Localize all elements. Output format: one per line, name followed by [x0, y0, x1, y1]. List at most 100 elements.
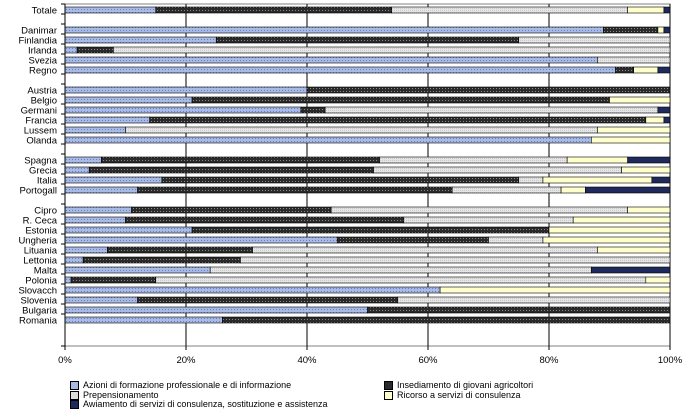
bar-segment [191, 96, 610, 104]
category-label: Bulgaria [22, 306, 58, 317]
x-tick-label: 0% [58, 355, 72, 366]
bar-segment [64, 316, 223, 324]
category-label: Belgio [31, 96, 57, 107]
x-axis-ticks: 0% 20% 40% 60% 80% 100% [58, 346, 683, 366]
bar-segment [627, 6, 665, 14]
bar-segment [137, 186, 453, 194]
bar-segment [542, 236, 671, 244]
bar-segment [64, 106, 302, 114]
legend-label-formazione: Azioni di formazione professionale e di … [83, 380, 292, 390]
bar-segment [663, 6, 671, 14]
stacked-bar-chart: Totale DanimarFinlandiaIrlandaSveziaRegno… [18, 3, 683, 366]
bar-segment [88, 166, 374, 174]
category-label: Italia [37, 176, 58, 187]
bar-segment [64, 66, 616, 74]
legend: Azioni di formazione professionale e di … [70, 378, 670, 414]
bar-segment [397, 296, 671, 304]
bar-segment [633, 66, 659, 74]
bar-segment [330, 206, 628, 214]
bar-segment [379, 156, 568, 164]
bar-segment [542, 176, 653, 184]
bar-segment [391, 6, 628, 14]
bar-segment [64, 216, 126, 224]
bar-segment [609, 96, 671, 104]
legend-label-giovani: Insediamento di giovani agricoltori [397, 380, 534, 390]
bar-segment [597, 246, 671, 254]
legend-swatch-giovani [384, 380, 393, 390]
bars-group [64, 6, 671, 324]
category-label: Finlandia [18, 36, 57, 47]
bar-segment [518, 36, 671, 44]
bar-segment [222, 316, 671, 324]
category-label: Spagna [24, 156, 57, 167]
bar-segment [621, 166, 671, 174]
bar-segment [591, 136, 671, 144]
bar-segment [645, 276, 671, 284]
bar-segment [149, 116, 647, 124]
bar-segment [64, 56, 598, 64]
bar-segment [252, 246, 598, 254]
bar-segment [663, 26, 671, 34]
bar-segment [64, 266, 211, 274]
bar-segment [367, 306, 671, 314]
bar-segment [572, 216, 671, 224]
bar-segment [64, 116, 150, 124]
category-label: Olanda [26, 136, 57, 147]
bar-segment [451, 186, 562, 194]
bar-segment [597, 126, 671, 134]
bar-segment [373, 166, 622, 174]
category-label: Ungheria [18, 236, 57, 247]
category-labels: Totale DanimarFinlandiaIrlandaSveziaRegno… [18, 3, 66, 347]
bar-segment [336, 236, 489, 244]
bar-segment [627, 156, 671, 164]
x-tick-label: 20% [176, 355, 196, 366]
bar-segment [548, 226, 671, 234]
category-label: Irlanda [28, 46, 58, 57]
bar-segment [324, 106, 659, 114]
legend-item-prepensionamento: Prepensionamento [70, 390, 159, 400]
bar-segment [663, 116, 671, 124]
bar-segment [64, 246, 108, 254]
bar-segment [215, 36, 520, 44]
category-label: R. Ceca [23, 216, 58, 227]
legend-item-formazione: Azioni di formazione professionale e di … [70, 380, 291, 390]
legend-swatch-prepensionamento [70, 390, 79, 400]
bar-segment [76, 46, 114, 54]
legend-swatch-avviamento-consulenza [70, 399, 79, 409]
legend-swatch-formazione [70, 380, 79, 390]
bar-segment [240, 256, 671, 264]
bar-segment [155, 276, 647, 284]
category-label: Cipro [34, 206, 57, 217]
bar-segment [64, 26, 604, 34]
bar-segment [64, 126, 126, 134]
bar-segment [101, 156, 380, 164]
category-label: Lituania [24, 246, 58, 257]
bar-segment [657, 66, 671, 74]
bar-segment [70, 276, 157, 284]
category-label: Malta [34, 266, 58, 277]
bar-segment [107, 246, 253, 254]
bar-segment [64, 296, 138, 304]
category-label: Slovenia [21, 296, 58, 307]
x-tick-label: 100% [658, 355, 683, 366]
bar-segment [627, 206, 671, 214]
category-label: Slovacch [18, 286, 57, 297]
category-label: Romania [19, 316, 58, 327]
legend-item-giovani: Insediamento di giovani agricoltori [384, 380, 533, 390]
bar-segment [161, 176, 520, 184]
category-label: Regno [29, 66, 57, 77]
bar-segment [64, 306, 368, 314]
x-tick-label: 80% [539, 355, 559, 366]
category-label: Francia [25, 116, 57, 127]
bar-segment [64, 86, 308, 94]
category-label: Austria [27, 86, 57, 97]
bar-segment [64, 236, 338, 244]
bar-segment [645, 116, 665, 124]
bar-segment [131, 206, 332, 214]
bar-segment [155, 6, 392, 14]
category-label: Grecia [29, 166, 58, 177]
bar-segment [64, 176, 163, 184]
bar-segment [591, 266, 671, 274]
bar-segment [64, 136, 592, 144]
plot-area [64, 3, 671, 347]
